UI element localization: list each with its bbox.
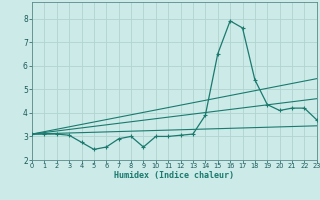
X-axis label: Humidex (Indice chaleur): Humidex (Indice chaleur) [115,171,234,180]
